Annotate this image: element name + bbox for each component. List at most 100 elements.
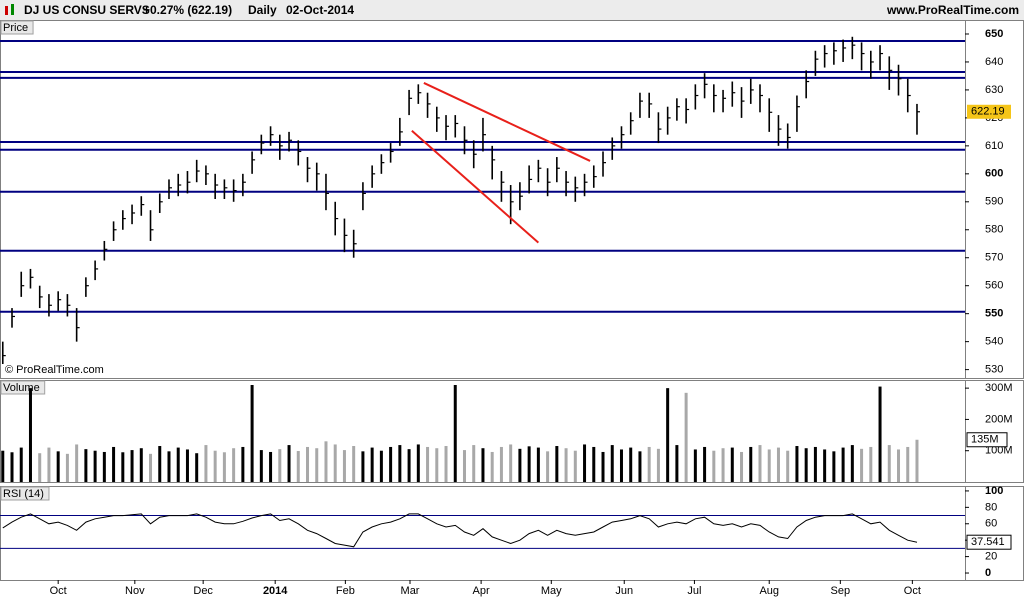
- volume-bar: [112, 446, 116, 482]
- volume-bar: [370, 447, 374, 482]
- volume-bar: [860, 448, 864, 482]
- volume-bar: [176, 447, 180, 482]
- header-bar: [0, 0, 1024, 20]
- volume-bar: [102, 451, 106, 482]
- header-icon: [5, 4, 14, 15]
- trendline: [411, 130, 540, 244]
- volume-bar: [444, 446, 448, 482]
- volume-bar: [509, 444, 513, 482]
- x-tick-label: Oct: [50, 585, 67, 597]
- volume-bar: [610, 445, 614, 482]
- volume-bar: [1, 450, 5, 482]
- volume-bar: [149, 453, 153, 482]
- site: www.ProRealTime.com: [886, 3, 1019, 17]
- panel-title-box: [0, 380, 46, 395]
- x-tick-label: Nov: [125, 585, 145, 597]
- volume-bar: [786, 450, 790, 482]
- x-tick-label: Feb: [336, 585, 355, 597]
- volume-bar: [767, 449, 771, 482]
- y-tick-label: 100: [985, 485, 1003, 497]
- date: 02-Oct-2014: [286, 3, 354, 17]
- volume-bar: [564, 448, 568, 482]
- x-tick-label: Jul: [687, 585, 701, 597]
- volume-bar: [546, 451, 550, 482]
- volume-bar: [518, 448, 522, 482]
- y-tick-label: 300M: [985, 382, 1013, 394]
- volume-bar: [352, 446, 356, 482]
- volume-bar: [342, 450, 346, 482]
- volume-bar: [426, 446, 430, 482]
- volume-bar: [28, 388, 32, 482]
- volume-bar: [850, 445, 854, 482]
- volume-bar: [536, 447, 540, 482]
- volume-bar: [185, 449, 189, 482]
- volume-bar: [499, 446, 503, 482]
- volume-bar: [601, 451, 605, 482]
- y-tick-label: 600: [985, 168, 1003, 180]
- x-tick-label: Apr: [473, 585, 490, 597]
- volume-bar: [749, 446, 753, 482]
- panel-title: RSI (14): [3, 488, 44, 500]
- y-tick-label: 590: [985, 196, 1003, 208]
- volume-bar: [84, 449, 88, 482]
- volume-bar: [527, 446, 531, 482]
- volume-bar: [804, 448, 808, 482]
- y-tick-label: 580: [985, 224, 1003, 236]
- volume-bar: [453, 385, 457, 482]
- volume-bar: [139, 448, 143, 482]
- volume-bar: [878, 386, 882, 482]
- volume-bar: [222, 452, 226, 482]
- panel: 100M 200M 300M Volume 135M: [0, 380, 1024, 483]
- volume-bar: [730, 447, 734, 482]
- volume-bar: [278, 449, 282, 482]
- volume-bar: [241, 446, 245, 482]
- change: +0.27% (622.19): [143, 3, 232, 17]
- volume-bar: [130, 450, 134, 482]
- volume-bar: [315, 448, 319, 482]
- volume-bar: [869, 446, 873, 482]
- y-tick-label: 630: [985, 84, 1003, 96]
- y-tick-label: 200M: [985, 413, 1013, 425]
- y-tick-label: 80: [985, 501, 997, 513]
- y-tick-label: 570: [985, 252, 1003, 264]
- volume-bar: [416, 444, 420, 482]
- y-tick-label: 650: [985, 28, 1003, 40]
- last-rsi-tag: [966, 534, 1012, 550]
- volume-bar: [573, 450, 577, 482]
- x-tick-label: Jun: [615, 585, 633, 597]
- volume-bar: [906, 446, 910, 482]
- y-tick-label: 640: [985, 56, 1003, 68]
- volume-bar: [462, 450, 466, 482]
- volume-bar: [167, 451, 171, 482]
- x-tick-label: 2014: [263, 585, 288, 597]
- volume-bar: [887, 445, 891, 482]
- volume-bar: [204, 445, 208, 482]
- last-rsi-label: 37.541: [971, 536, 1005, 548]
- volume-bar: [915, 439, 919, 482]
- volume-bar: [75, 444, 79, 482]
- watermark: © ProRealTime.com: [5, 364, 104, 376]
- volume-bar: [38, 453, 42, 482]
- rsi-line: [2, 513, 918, 548]
- volume-bar: [472, 445, 476, 482]
- volume-bar: [490, 451, 494, 482]
- volume-bar: [435, 448, 439, 482]
- panel-title-box: [0, 20, 34, 35]
- volume-bar: [712, 450, 716, 482]
- period: Daily: [248, 3, 277, 17]
- volume-bar: [250, 385, 254, 482]
- volume-bar: [19, 447, 23, 482]
- panel: 530540550560570580590600610620630640650P…: [0, 20, 1024, 379]
- volume-bar: [47, 447, 51, 482]
- volume-bar: [296, 451, 300, 482]
- y-tick-label: 550: [985, 308, 1003, 320]
- y-tick-label: 560: [985, 280, 1003, 292]
- volume-bar: [795, 446, 799, 482]
- x-tick-label: Sep: [831, 585, 851, 597]
- volume-bar: [379, 450, 383, 482]
- volume-bar: [121, 452, 125, 482]
- volume-bar: [592, 446, 596, 482]
- volume-bar: [361, 451, 365, 482]
- volume-bar: [666, 388, 670, 482]
